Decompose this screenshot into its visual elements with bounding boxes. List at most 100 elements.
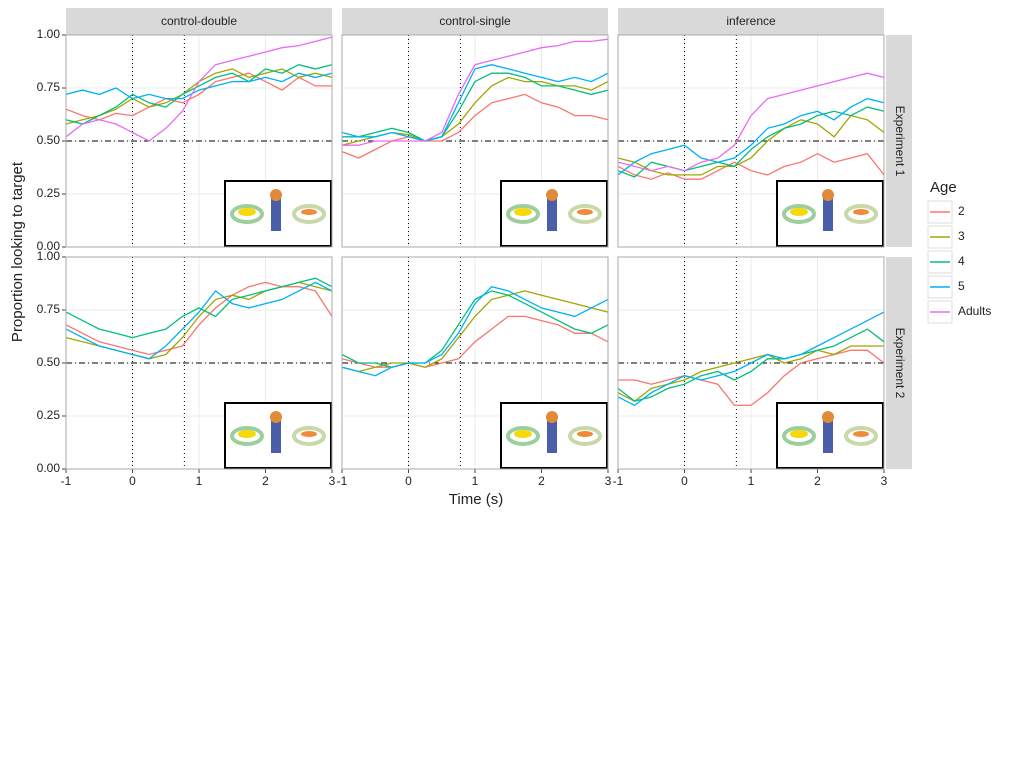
plate-icon	[782, 204, 816, 224]
x-tick-label: 2	[538, 474, 545, 488]
x-tick-label: 1	[472, 474, 479, 488]
character-icon	[547, 197, 557, 231]
y-tick-label: 0.75	[37, 302, 61, 316]
panel-border	[65, 34, 333, 248]
panel-border	[617, 34, 885, 248]
plate-icon	[782, 426, 816, 446]
banana-icon	[238, 430, 256, 438]
x-tick-label: 0	[681, 474, 688, 488]
x-tick-label: 3	[881, 474, 888, 488]
facet-strip	[886, 257, 912, 469]
x-tick-label: 3	[605, 474, 612, 488]
series-line	[65, 277, 333, 339]
series-line	[65, 72, 332, 121]
x-tick-label: -1	[613, 474, 624, 488]
series-line	[65, 281, 333, 356]
panel-border	[341, 34, 609, 248]
character-icon	[271, 197, 281, 231]
facet-column-label: control-double	[161, 14, 237, 28]
legend-title: Age	[930, 179, 957, 196]
x-tick-label: 0	[129, 474, 136, 488]
character-head	[270, 411, 282, 423]
series-line	[617, 311, 885, 407]
panel-border	[341, 256, 609, 470]
facet-column-label: inference	[726, 14, 776, 28]
facet-column-label: control-single	[439, 14, 511, 28]
y-tick-label: 0.25	[37, 408, 61, 422]
plate-icon	[844, 426, 878, 446]
legend-label: 4	[958, 254, 965, 268]
character-head	[822, 411, 834, 423]
facet-row-label: Experiment 2	[893, 328, 907, 399]
legend-label: 2	[958, 204, 965, 218]
facet-strip	[886, 35, 912, 247]
facet-row-label: Experiment 1	[893, 106, 907, 177]
character-head	[822, 189, 834, 201]
y-tick-label: 0.50	[37, 355, 61, 369]
y-tick-label: 0.50	[37, 133, 61, 147]
series-line	[65, 64, 333, 125]
legend-label: 5	[958, 279, 965, 293]
plate-icon	[844, 204, 878, 224]
character-head	[546, 189, 558, 201]
x-tick-label: -1	[61, 474, 72, 488]
plate-icon	[292, 204, 326, 224]
series-line	[341, 290, 609, 373]
series-line	[341, 93, 609, 159]
x-tick-label: 2	[262, 474, 269, 488]
series-line	[65, 36, 333, 142]
legend-label: Adults	[958, 304, 991, 318]
carrot-icon	[577, 431, 593, 437]
series-line	[342, 38, 609, 146]
carrot-icon	[301, 209, 317, 215]
series-line	[65, 281, 333, 360]
series-line	[617, 72, 885, 172]
x-axis-label: Time (s)	[449, 491, 503, 508]
banana-icon	[238, 208, 256, 216]
panel-border	[65, 256, 333, 470]
plate-icon	[568, 204, 602, 224]
series-line	[617, 114, 885, 176]
character-icon	[823, 197, 833, 231]
plate-icon	[506, 426, 540, 446]
legend-label: 3	[958, 229, 965, 243]
y-tick-label: 1.00	[37, 249, 61, 263]
facet-strip	[618, 8, 884, 35]
plate-icon	[292, 426, 326, 446]
series-line	[618, 349, 885, 407]
y-tick-label: 0.75	[37, 80, 61, 94]
carrot-icon	[577, 209, 593, 215]
panel-border	[617, 256, 885, 470]
carrot-icon	[301, 431, 317, 437]
x-tick-label: 1	[196, 474, 203, 488]
y-tick-label: 0.00	[37, 461, 61, 475]
x-tick-label: 1	[748, 474, 755, 488]
series-line	[341, 315, 609, 368]
carrot-icon	[853, 209, 869, 215]
plate-icon	[230, 426, 264, 446]
series-line	[617, 97, 885, 176]
series-line	[617, 152, 885, 180]
character-head	[270, 189, 282, 201]
banana-icon	[514, 208, 532, 216]
y-tick-label: 0.00	[37, 239, 61, 253]
x-tick-label: 3	[329, 474, 336, 488]
plate-icon	[568, 426, 602, 446]
series-line	[341, 285, 609, 377]
series-line	[342, 72, 609, 142]
character-icon	[823, 419, 833, 453]
plate-icon	[230, 204, 264, 224]
plate-icon	[506, 204, 540, 224]
series-line	[617, 106, 885, 178]
x-tick-label: 0	[405, 474, 412, 488]
banana-icon	[790, 430, 808, 438]
banana-icon	[790, 208, 808, 216]
series-line	[617, 345, 884, 402]
series-line	[65, 72, 333, 100]
y-tick-label: 0.25	[37, 186, 61, 200]
x-tick-label: -1	[337, 474, 348, 488]
series-line	[341, 290, 609, 368]
x-tick-label: 2	[814, 474, 821, 488]
